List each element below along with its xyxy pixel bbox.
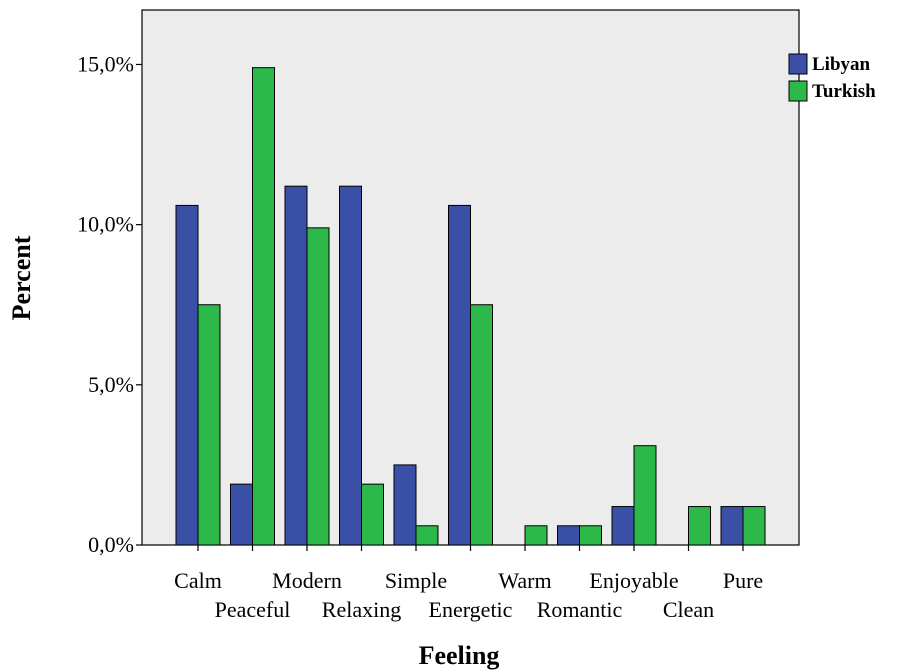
x-tick-label-warm: Warm xyxy=(498,568,551,593)
y-tick-label: 0,0% xyxy=(88,532,134,557)
bar-turkish-pure xyxy=(742,506,766,546)
bar-turkish-enjoyable xyxy=(633,445,657,546)
bar-turkish-warm xyxy=(524,525,548,546)
x-tick-label-romantic: Romantic xyxy=(537,597,623,622)
bar-turkish-calm xyxy=(197,304,221,546)
bar-turkish-peaceful xyxy=(252,67,275,546)
bar-libyan-peaceful xyxy=(230,483,253,546)
y-tick-label: 15,0% xyxy=(77,51,134,76)
x-tick-label-peaceful: Peaceful xyxy=(215,597,291,622)
bar-turkish-energetic xyxy=(470,304,493,546)
x-tick-label-modern: Modern xyxy=(272,568,342,593)
bar-libyan-simple xyxy=(393,464,417,546)
legend-label-libyan: Libyan xyxy=(812,54,871,75)
x-tick-label-simple: Simple xyxy=(385,568,447,593)
bars-group xyxy=(175,67,766,546)
legend: Libyan Turkish xyxy=(788,53,876,102)
bar-libyan-modern xyxy=(284,185,308,546)
bar-turkish-modern xyxy=(306,227,330,546)
x-tick-label-pure: Pure xyxy=(723,568,763,593)
x-axis-title: Feeling xyxy=(419,641,500,670)
legend-swatch-turkish xyxy=(788,80,808,102)
x-tick-label-relaxing: Relaxing xyxy=(322,597,401,622)
legend-swatch-libyan xyxy=(788,53,808,75)
y-tick-label: 10,0% xyxy=(77,212,134,237)
x-tick-label-calm: Calm xyxy=(174,568,222,593)
legend-label-turkish: Turkish xyxy=(812,81,876,102)
bar-turkish-relaxing xyxy=(361,483,384,546)
bar-turkish-simple xyxy=(415,525,439,546)
x-tick-label-energetic: Energetic xyxy=(429,597,513,622)
bar-libyan-calm xyxy=(175,204,199,546)
x-tick-label-clean: Clean xyxy=(663,597,714,622)
bar-libyan-pure xyxy=(720,506,744,546)
bar-turkish-romantic xyxy=(579,525,602,546)
bar-libyan-enjoyable xyxy=(611,506,635,546)
x-tick-label-enjoyable: Enjoyable xyxy=(589,568,678,593)
bar-turkish-clean xyxy=(688,506,711,546)
bar-libyan-energetic xyxy=(448,204,471,546)
y-tick-label: 5,0% xyxy=(88,372,134,397)
x-axis: Calm Peaceful Modern Relaxing Simple Energeti… xyxy=(174,545,763,622)
bar-libyan-relaxing xyxy=(339,185,362,546)
y-axis-title: Percent xyxy=(7,235,36,320)
y-axis: 0,0% 5,0% 10,0% 15,0% xyxy=(77,51,142,557)
bar-libyan-romantic xyxy=(557,525,580,546)
